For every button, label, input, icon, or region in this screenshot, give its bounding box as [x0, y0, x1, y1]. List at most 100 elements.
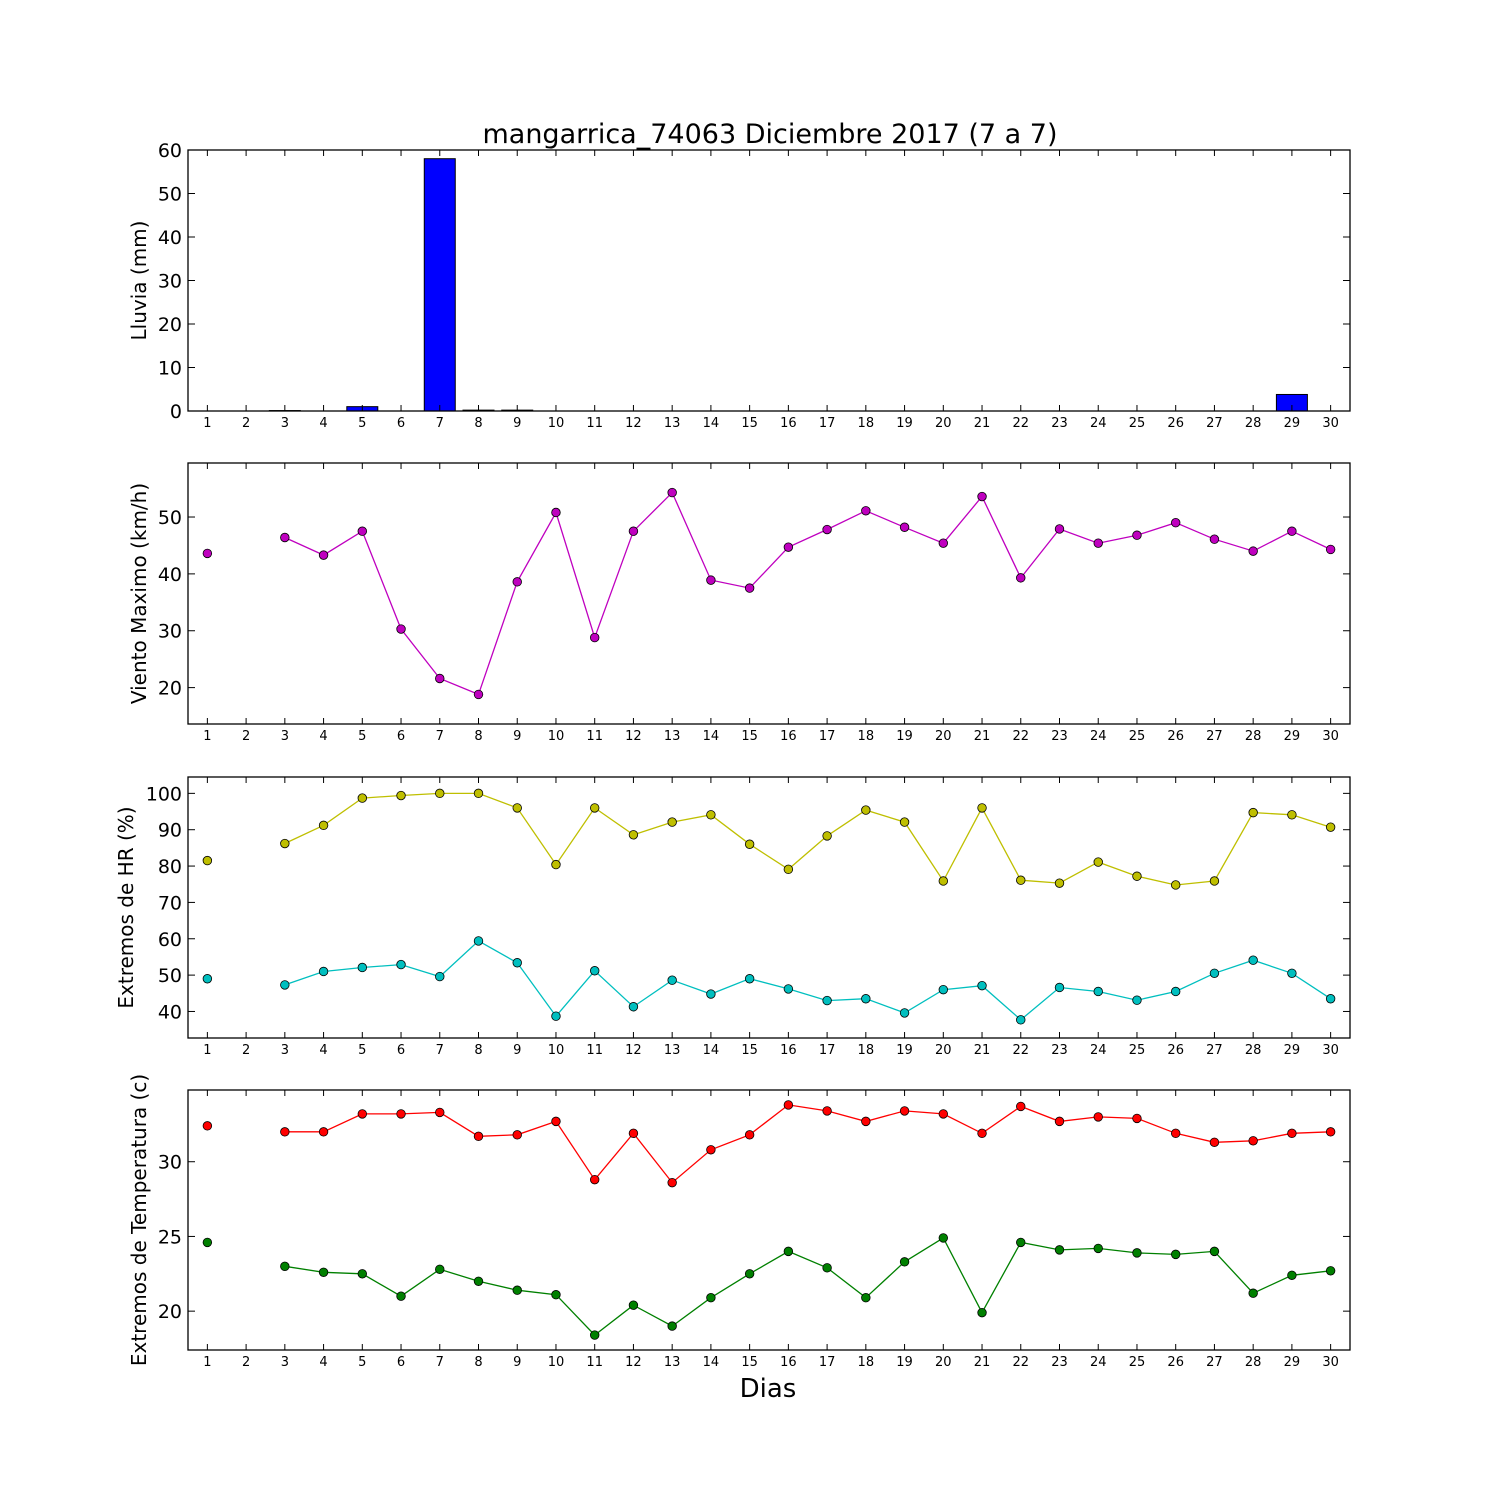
data-point-1-day-4: [318, 1127, 329, 1137]
x-tick-label: 6: [397, 1355, 405, 1370]
data-point-2-day-21: [977, 1307, 987, 1318]
x-tick-label: 20: [935, 729, 952, 744]
data-point-2-day-29: [1287, 968, 1297, 978]
x-tick-label: 29: [1284, 416, 1301, 431]
data-point-1-day-28: [1248, 1136, 1258, 1146]
data-point-2-day-27: [1209, 968, 1220, 978]
data-point-1-day-1: [202, 855, 213, 866]
data-point-1-day-8: [473, 788, 484, 799]
data-point-1-day-25: [1132, 1113, 1142, 1124]
x-tick-label: 11: [586, 1355, 603, 1370]
data-point-1-day-1: [202, 1121, 213, 1131]
y-tick-label: 50: [158, 184, 182, 206]
x-tick-label: 14: [703, 1355, 720, 1370]
data-point-1-day-10: [551, 859, 561, 870]
data-point-2-day-28: [1248, 955, 1258, 965]
data-point-2-day-13: [667, 975, 677, 985]
y-tick-label: 20: [158, 314, 182, 336]
data-point-1-day-23: [1054, 1116, 1065, 1127]
data-point-1-day-4: [318, 550, 329, 560]
data-point-1-day-6: [396, 1109, 406, 1119]
x-tick-label: 7: [436, 416, 444, 431]
x-tick-label: 30: [1322, 1043, 1339, 1058]
x-tick-label: 27: [1206, 1043, 1223, 1058]
x-tick-label: 11: [586, 416, 603, 431]
x-tick-label: 12: [625, 729, 642, 744]
x-tick-label: 25: [1129, 416, 1146, 431]
data-point-2-day-29: [1287, 1270, 1297, 1280]
chart-title: mangarrica_74063 Diciembre 2017 (7 a 7): [482, 119, 1057, 150]
data-point-1-day-13: [667, 1177, 677, 1188]
data-point-1-day-22: [1016, 1101, 1026, 1112]
data-point-1-day-27: [1209, 876, 1220, 886]
x-tick-label: 28: [1245, 729, 1262, 744]
data-point-1-day-26: [1170, 1128, 1181, 1139]
x-tick-label: 17: [819, 729, 836, 744]
y-tick-label: 20: [158, 678, 182, 700]
x-tick-label: 18: [858, 416, 875, 431]
y-tick-label: 60: [158, 929, 182, 951]
data-point-2-day-13: [667, 1321, 677, 1331]
data-point-1-day-15: [744, 583, 755, 593]
x-tick-label: 4: [319, 416, 327, 431]
x-tick-label: 13: [664, 729, 681, 744]
data-point-2-day-30: [1325, 1266, 1336, 1276]
data-point-1-day-8: [473, 689, 484, 700]
data-point-2-day-10: [551, 1011, 561, 1021]
data-point-1-day-23: [1054, 524, 1065, 534]
x-tick-label: 18: [858, 729, 875, 744]
data-point-1-day-7: [435, 788, 445, 799]
y-axis-label: Viento Maximo (km/h): [127, 483, 151, 704]
y-tick-label: 25: [158, 1226, 182, 1248]
x-tick-label: 24: [1090, 729, 1107, 744]
x-tick-label: 10: [548, 416, 565, 431]
data-point-1-day-16: [783, 864, 794, 875]
y-tick-label: 50: [158, 965, 182, 987]
x-tick-label: 11: [586, 729, 603, 744]
axes-frame: [187, 462, 1351, 725]
x-tick-label: 12: [625, 1355, 642, 1370]
data-point-1-day-7: [435, 1107, 445, 1118]
data-point-2-day-16: [783, 1246, 794, 1257]
x-tick-label: 5: [358, 1355, 366, 1370]
x-tick-label: 25: [1129, 1355, 1146, 1370]
axes-frame: [187, 1089, 1351, 1351]
x-tick-label: 19: [896, 416, 913, 431]
data-point-2-day-24: [1093, 986, 1103, 997]
series-line-1: [284, 491, 1331, 696]
x-tick-label: 3: [281, 729, 289, 744]
x-tick-label: 2: [242, 416, 250, 431]
x-tick-label: 29: [1284, 729, 1301, 744]
x-tick-label: 25: [1129, 729, 1146, 744]
data-point-1-day-13: [667, 817, 677, 827]
y-tick-label: 30: [158, 271, 182, 293]
x-tick-label: 28: [1245, 1043, 1262, 1058]
data-point-1-day-22: [1016, 875, 1026, 885]
data-point-1-day-19: [899, 817, 910, 827]
x-tick-label: 2: [242, 1043, 250, 1058]
x-tick-label: 19: [896, 729, 913, 744]
data-point-2-day-1: [202, 1237, 213, 1248]
x-tick-label: 15: [741, 416, 758, 431]
series-line-1: [284, 1104, 1331, 1184]
axes-frame: [187, 776, 1351, 1039]
y-tick-label: 20: [158, 1301, 182, 1323]
data-point-2-day-9: [512, 958, 522, 968]
data-point-1-day-14: [706, 1145, 716, 1155]
x-tick-label: 9: [513, 416, 521, 431]
x-tick-label: 4: [319, 1043, 327, 1058]
data-point-1-day-10: [551, 507, 561, 518]
data-point-1-day-29: [1287, 810, 1297, 820]
x-tick-label: 20: [935, 416, 952, 431]
x-tick-label: 6: [397, 416, 405, 431]
x-tick-label: 25: [1129, 1043, 1146, 1058]
x-tick-label: 10: [548, 1355, 565, 1370]
data-point-1-day-12: [628, 1128, 639, 1139]
x-tick-label: 14: [703, 729, 720, 744]
x-tick-label: 21: [974, 416, 991, 431]
data-point-1-day-5: [357, 526, 368, 536]
data-point-1-day-14: [706, 810, 716, 820]
x-tick-label: 26: [1167, 1043, 1184, 1058]
x-tick-label: 9: [513, 1043, 521, 1058]
